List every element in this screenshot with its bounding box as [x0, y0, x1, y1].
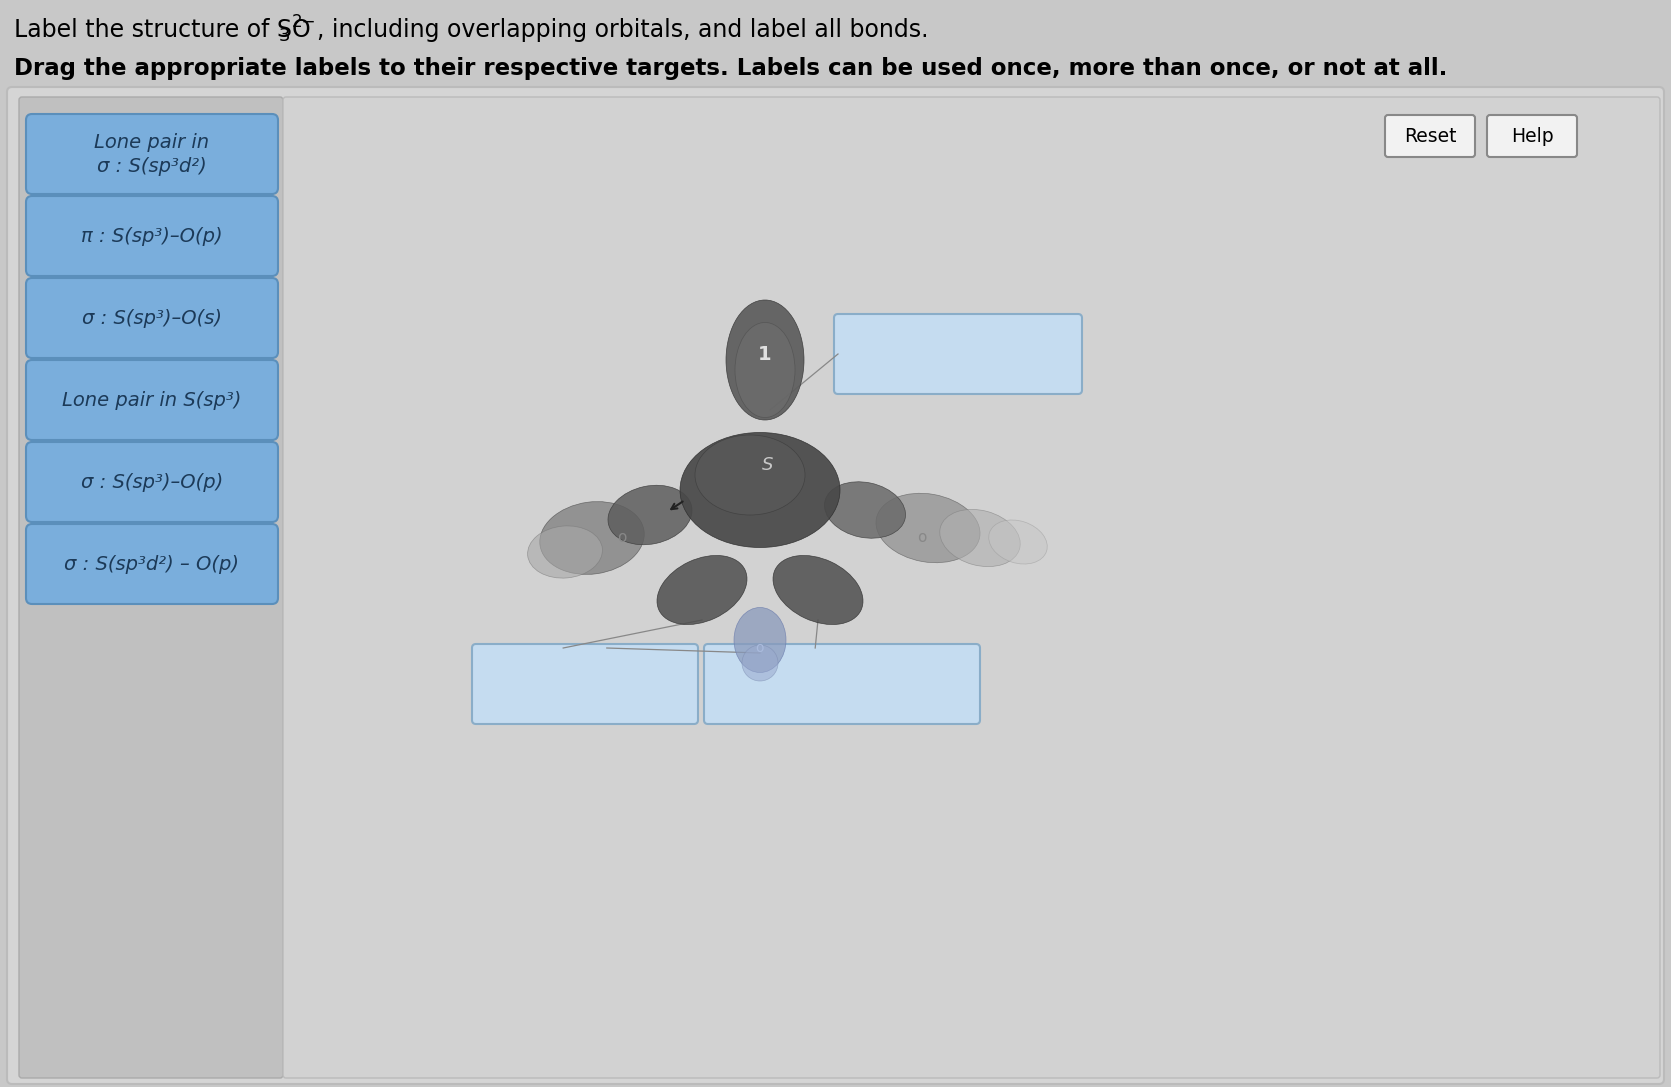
Ellipse shape [742, 645, 779, 680]
FancyBboxPatch shape [703, 644, 979, 724]
Text: o: o [755, 641, 764, 655]
FancyBboxPatch shape [27, 442, 277, 522]
Ellipse shape [540, 501, 645, 574]
FancyBboxPatch shape [7, 87, 1664, 1084]
FancyBboxPatch shape [282, 97, 1659, 1078]
FancyBboxPatch shape [18, 97, 282, 1078]
Ellipse shape [695, 435, 805, 515]
Text: 1: 1 [759, 346, 772, 364]
Text: Lone pair in S(sp³): Lone pair in S(sp³) [62, 390, 242, 410]
Text: o: o [617, 530, 627, 546]
Ellipse shape [608, 485, 692, 545]
FancyBboxPatch shape [1487, 115, 1577, 157]
Ellipse shape [680, 433, 841, 548]
Text: o: o [917, 530, 927, 546]
Text: Reset: Reset [1404, 126, 1455, 146]
Ellipse shape [824, 482, 906, 538]
Text: 2−: 2− [292, 13, 316, 32]
Ellipse shape [939, 510, 1021, 566]
Text: Label the structure of SO: Label the structure of SO [13, 18, 311, 42]
Ellipse shape [734, 608, 785, 673]
Text: σ : S(sp³)–O(p): σ : S(sp³)–O(p) [80, 473, 224, 491]
Ellipse shape [876, 493, 979, 563]
Text: Drag the appropriate labels to their respective targets. Labels can be used once: Drag the appropriate labels to their res… [13, 57, 1447, 79]
Ellipse shape [735, 323, 795, 417]
Text: 3: 3 [279, 27, 291, 45]
Text: σ : S(sp³d²): σ : S(sp³d²) [97, 158, 207, 176]
Text: Lone pair in: Lone pair in [95, 134, 209, 152]
Text: σ : S(sp³)–O(s): σ : S(sp³)–O(s) [82, 309, 222, 327]
FancyBboxPatch shape [1385, 115, 1475, 157]
Text: S: S [762, 457, 774, 474]
Ellipse shape [725, 300, 804, 420]
Text: π : S(sp³)–O(p): π : S(sp³)–O(p) [82, 226, 222, 246]
Text: σ : S(sp³d²) – O(p): σ : S(sp³d²) – O(p) [65, 554, 239, 574]
Ellipse shape [657, 555, 747, 625]
Ellipse shape [989, 520, 1048, 564]
FancyBboxPatch shape [471, 644, 698, 724]
FancyBboxPatch shape [834, 314, 1083, 393]
Ellipse shape [774, 555, 862, 625]
FancyBboxPatch shape [27, 114, 277, 193]
Text: , including overlapping orbitals, and label all bonds.: , including overlapping orbitals, and la… [317, 18, 929, 42]
FancyBboxPatch shape [27, 360, 277, 440]
FancyBboxPatch shape [27, 278, 277, 358]
Ellipse shape [528, 526, 603, 578]
FancyBboxPatch shape [27, 196, 277, 276]
FancyBboxPatch shape [27, 524, 277, 604]
Text: Help: Help [1511, 126, 1554, 146]
